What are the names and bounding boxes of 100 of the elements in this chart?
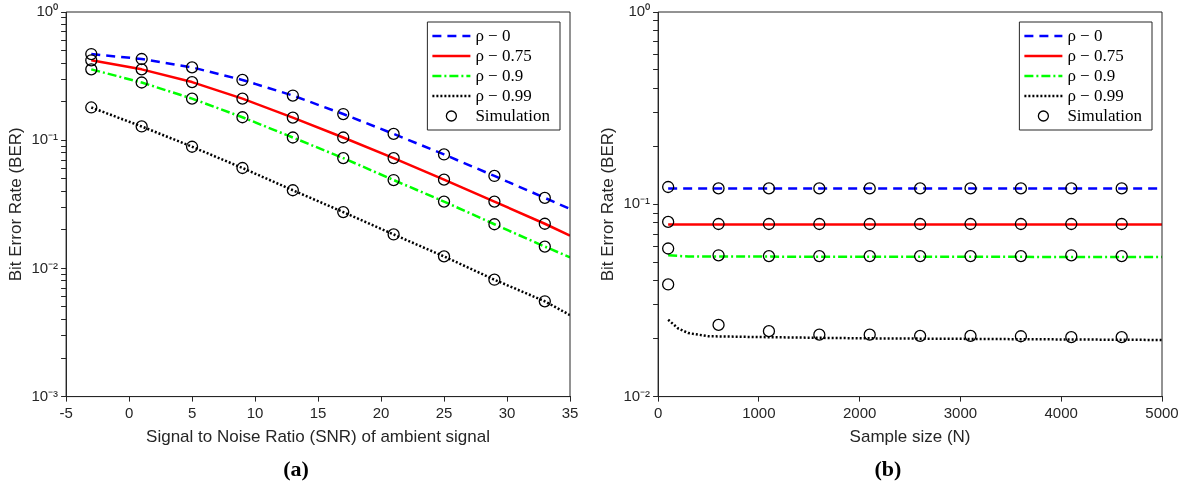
point [85,63,98,76]
point [712,217,725,231]
y-tick-label: 10⁻² [31,258,59,276]
point [1065,249,1078,262]
legend-label: ρ − 0.99 [1067,86,1124,106]
x-tick-label: 0 [653,403,663,421]
point [185,75,199,89]
point [135,120,148,133]
x-tick-label: 4000 [1044,403,1078,421]
point [286,89,299,102]
point [762,324,776,338]
point [387,228,400,241]
legend-label: Simulation [475,106,551,126]
point [286,184,299,197]
x-tick-label: 30 [498,403,516,421]
legend-label: ρ − 0.75 [475,46,532,66]
point [662,242,675,255]
point [488,273,501,286]
point [488,218,501,231]
x-tick-label: 3000 [943,403,978,421]
x-tick-label: 10 [246,403,264,421]
point [1115,182,1128,195]
point [135,52,148,66]
point [337,151,350,165]
point [964,182,977,195]
point [1115,249,1128,263]
legend-label: ρ − 0 [1067,26,1103,46]
point [437,173,451,186]
point [538,191,551,205]
x-tick-label: 2000 [842,403,877,421]
point [964,329,977,342]
point [488,169,501,183]
point [1014,182,1028,195]
x-tick-label: 15 [309,403,327,421]
point [337,131,350,144]
point [185,140,199,153]
point [135,63,148,76]
point [913,249,927,263]
point [185,92,199,105]
point [185,61,199,74]
x-tick-label: 35 [561,403,579,421]
point [437,195,451,208]
point [437,250,451,263]
point [762,217,776,231]
point [863,182,876,195]
point [135,76,148,89]
x-tick-label: 5000 [1145,403,1179,421]
point [662,180,675,194]
point [337,107,350,121]
point [813,328,826,341]
point [1065,330,1078,344]
y-tick-label: 10⁰ [628,2,651,20]
x-tick-label: 25 [435,403,453,421]
point [662,215,675,229]
point [813,217,826,231]
point [85,54,98,67]
point [712,182,725,195]
point [863,217,876,231]
point [1065,182,1078,195]
point [913,329,927,342]
legend-label: ρ − 0.99 [475,86,532,106]
y-axis-title: Bit Error Rate (BER) [5,127,25,282]
legend-label: ρ − 0 [475,26,511,46]
point [813,182,826,195]
legend-label: Simulation [1067,106,1143,126]
point [913,182,927,195]
line-series [666,318,1162,342]
point [236,111,249,124]
x-axis-title: Signal to Noise Ratio (SNR) of ambient signal [146,427,491,447]
point [387,127,400,141]
point [337,205,350,219]
x-tick-label: 0 [124,403,134,421]
point [662,278,675,291]
point [1115,217,1128,231]
legend-label: ρ − 0.75 [1067,46,1124,66]
point [863,249,876,263]
point [437,148,451,161]
x-tick-label: 5 [187,403,197,421]
point [813,249,826,263]
point [1014,217,1028,231]
point [712,249,725,262]
point [964,217,977,231]
point [387,151,400,165]
x-tick-label: 20 [372,403,390,421]
point [863,328,876,341]
y-tick-label: 10⁻² [623,386,651,404]
y-tick-label: 10⁻¹ [623,194,651,212]
point [1115,330,1128,344]
point [286,111,299,124]
point [1014,330,1028,343]
point [488,195,501,208]
text: (a) [282,456,310,482]
point [286,131,299,144]
legend-label: ρ − 0.9 [475,66,524,86]
y-tick-label: 10⁻³ [31,386,59,404]
point [538,217,551,230]
point [538,240,551,253]
point [913,217,927,231]
y-tick-label: 10⁻¹ [31,130,59,148]
x-tick-label: -5 [59,403,73,421]
